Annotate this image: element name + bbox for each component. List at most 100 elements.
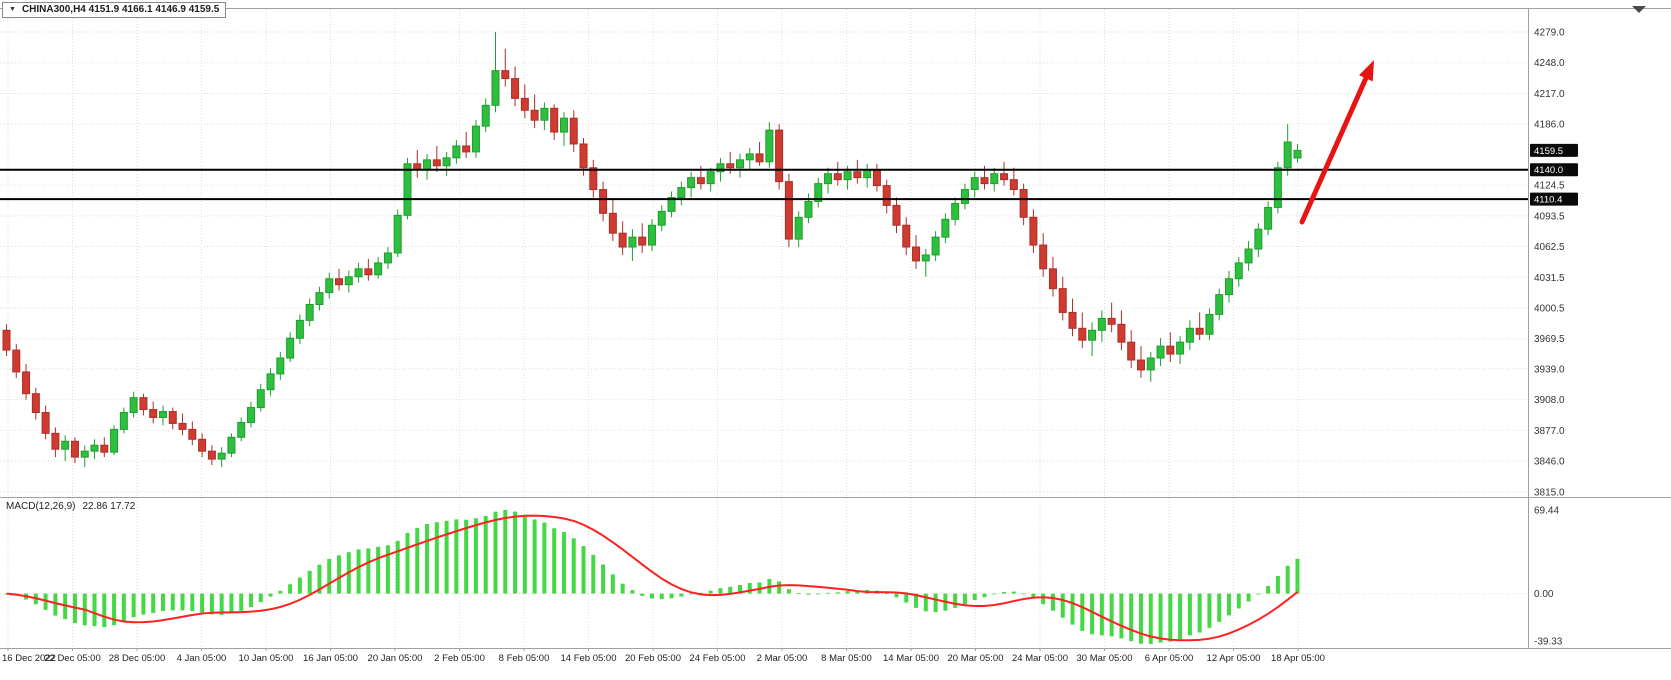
candle-body bbox=[61, 440, 70, 450]
candle-body bbox=[511, 78, 520, 99]
price-axis-label: 4217.0 bbox=[1534, 89, 1565, 100]
macd-histogram-bar bbox=[1031, 593, 1036, 599]
symbol-dropdown-icon[interactable]: ▼ bbox=[9, 6, 16, 13]
time-axis-label: 4 Jan 05:00 bbox=[177, 653, 227, 664]
candle-body bbox=[824, 173, 833, 185]
candle-body bbox=[853, 171, 862, 179]
candle-body bbox=[227, 436, 236, 454]
macd-histogram-bar bbox=[190, 593, 195, 612]
price-axis-label: 4186.0 bbox=[1534, 120, 1565, 131]
macd-histogram-bar bbox=[405, 532, 410, 594]
candle-body bbox=[432, 159, 441, 167]
time-axis-label: 20 Mar 05:00 bbox=[948, 653, 1004, 664]
grid-lines bbox=[0, 9, 1528, 647]
candle-body bbox=[980, 177, 989, 185]
price-tag-label: 4110.4 bbox=[1534, 195, 1562, 206]
candle-body bbox=[1254, 228, 1263, 250]
macd-histogram-bar bbox=[112, 593, 117, 626]
macd-histogram-bar bbox=[503, 509, 508, 594]
time-axis-label: 12 Apr 05:00 bbox=[1207, 653, 1261, 664]
candle-body bbox=[1068, 311, 1077, 329]
candle-body bbox=[1146, 357, 1155, 371]
trend-arrow-shaft[interactable] bbox=[1299, 75, 1369, 225]
candle-body bbox=[765, 129, 774, 163]
macd-histogram-bar bbox=[376, 546, 381, 594]
candle-body bbox=[1273, 167, 1282, 208]
candle-body bbox=[344, 276, 353, 286]
macd-indicator-label: MACD(12,26,9) 22.86 17.72 bbox=[6, 501, 135, 513]
macd-histogram-bar bbox=[816, 593, 821, 595]
macd-histogram-bar bbox=[855, 590, 860, 594]
macd-histogram-bar bbox=[914, 593, 919, 608]
time-axis-label: 16 Jan 05:00 bbox=[303, 653, 358, 664]
macd-histogram-bar bbox=[728, 586, 733, 594]
macd-histogram-bar bbox=[992, 593, 997, 595]
price-axis-label: 3815.0 bbox=[1534, 487, 1565, 498]
candle-body bbox=[354, 268, 363, 278]
candle-body bbox=[863, 169, 872, 179]
macd-histogram-bar bbox=[268, 593, 273, 597]
macd-histogram-bar bbox=[620, 583, 625, 594]
macd-histogram-bar bbox=[200, 593, 205, 613]
macd-histogram-bar bbox=[1187, 593, 1192, 636]
axes-labels: 4279.0 4248.0 4217.0 4186.0 4124.5 4093.5 4062… bbox=[2, 28, 1578, 664]
macd-axis-label: 0.00 bbox=[1534, 589, 1554, 600]
candle-body bbox=[716, 163, 725, 173]
price-axis-label: 3969.5 bbox=[1534, 334, 1565, 345]
trend-arrow-head[interactable] bbox=[1359, 60, 1374, 82]
candle-body bbox=[1234, 262, 1243, 280]
macd-histogram-bar bbox=[904, 593, 909, 603]
macd-histogram-bar bbox=[708, 590, 713, 594]
candle-body bbox=[383, 252, 392, 264]
annotations bbox=[1299, 60, 1374, 225]
macd-axis-label: 69.44 bbox=[1534, 505, 1559, 516]
candle-body bbox=[872, 169, 881, 187]
candle-body bbox=[168, 411, 177, 424]
price-axis-label: 3877.0 bbox=[1534, 426, 1565, 437]
candle-body bbox=[315, 292, 324, 306]
candle-body bbox=[589, 167, 598, 191]
candle-body bbox=[51, 432, 60, 450]
candle-body bbox=[1293, 149, 1302, 159]
candle-body bbox=[207, 450, 216, 460]
candle-body bbox=[657, 210, 666, 226]
candle-body bbox=[393, 214, 402, 254]
macd-histogram-bar bbox=[738, 584, 742, 594]
macd-histogram-bar bbox=[209, 593, 214, 615]
candle-body bbox=[1225, 278, 1233, 296]
candle-body bbox=[491, 70, 500, 106]
macd-histogram-bar bbox=[1227, 593, 1231, 616]
candle-body bbox=[100, 444, 109, 453]
macd-histogram-bar bbox=[1090, 593, 1095, 635]
macd-histogram-bar bbox=[180, 593, 185, 611]
candle-body bbox=[90, 444, 99, 452]
candle-body bbox=[687, 177, 696, 189]
macd-histogram-bar bbox=[649, 593, 654, 599]
macd-histogram-bar bbox=[640, 593, 645, 596]
time-axis-label: 24 Mar 05:00 bbox=[1012, 653, 1068, 664]
macd-histogram-bar bbox=[1148, 593, 1153, 645]
candle-body bbox=[70, 440, 79, 458]
candle-body bbox=[1156, 345, 1165, 359]
chart-shift-marker[interactable] bbox=[1632, 6, 1646, 13]
candle-body bbox=[970, 177, 979, 191]
candle-body bbox=[1029, 216, 1038, 246]
macd-histogram-bar bbox=[1002, 592, 1007, 594]
candle-body bbox=[129, 397, 138, 414]
candle-body bbox=[804, 200, 813, 218]
macd-histogram-bar bbox=[1295, 558, 1300, 594]
candle-body bbox=[276, 357, 285, 375]
macd-histogram-bar bbox=[1109, 593, 1114, 637]
macd-histogram-bar bbox=[131, 593, 136, 618]
macd-histogram-bar bbox=[884, 593, 889, 595]
candle-body bbox=[119, 412, 128, 430]
candle-body bbox=[755, 153, 764, 163]
macd-histogram-bar bbox=[1207, 593, 1212, 628]
time-axis-label: 30 Mar 05:00 bbox=[1077, 653, 1133, 664]
price-axis-label: 4031.5 bbox=[1534, 273, 1565, 284]
macd-histogram-bar bbox=[141, 593, 146, 615]
candle-body bbox=[530, 109, 539, 121]
macd-histogram-bar bbox=[170, 593, 175, 611]
candle-body bbox=[1283, 141, 1292, 169]
